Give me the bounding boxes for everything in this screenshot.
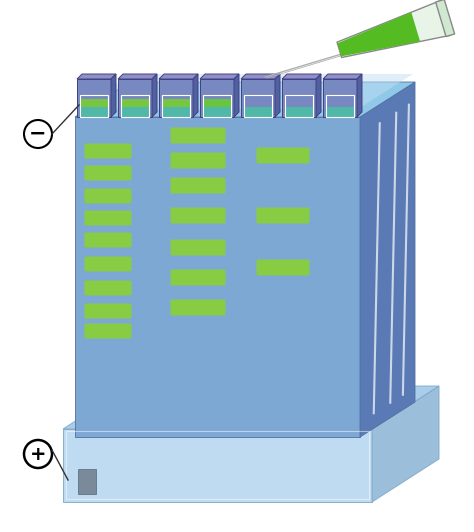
FancyBboxPatch shape: [171, 270, 226, 286]
Polygon shape: [203, 99, 231, 107]
Polygon shape: [118, 79, 152, 117]
FancyBboxPatch shape: [84, 303, 131, 319]
Polygon shape: [323, 74, 362, 79]
Polygon shape: [200, 79, 234, 117]
Circle shape: [24, 120, 52, 148]
Polygon shape: [159, 74, 198, 79]
Polygon shape: [241, 74, 280, 79]
Polygon shape: [63, 429, 372, 502]
Polygon shape: [326, 107, 354, 117]
Polygon shape: [323, 79, 357, 117]
Polygon shape: [200, 74, 239, 79]
Polygon shape: [162, 107, 190, 117]
Polygon shape: [241, 79, 275, 117]
Polygon shape: [203, 107, 231, 117]
Polygon shape: [285, 107, 313, 117]
Polygon shape: [121, 107, 149, 117]
Polygon shape: [372, 386, 439, 502]
Polygon shape: [118, 74, 157, 79]
FancyBboxPatch shape: [84, 232, 131, 247]
Polygon shape: [111, 74, 116, 117]
FancyBboxPatch shape: [84, 165, 131, 180]
Polygon shape: [80, 99, 108, 107]
Polygon shape: [77, 79, 111, 117]
Polygon shape: [121, 99, 149, 107]
Polygon shape: [77, 74, 116, 79]
Polygon shape: [159, 79, 193, 117]
Polygon shape: [275, 74, 280, 117]
Text: +: +: [30, 445, 46, 463]
Polygon shape: [357, 74, 362, 117]
Polygon shape: [152, 74, 157, 117]
Polygon shape: [75, 117, 360, 437]
Polygon shape: [234, 74, 239, 117]
Polygon shape: [77, 74, 413, 109]
FancyBboxPatch shape: [171, 300, 226, 315]
Polygon shape: [193, 74, 198, 117]
Polygon shape: [162, 99, 190, 107]
FancyBboxPatch shape: [256, 260, 310, 276]
FancyBboxPatch shape: [84, 144, 131, 159]
Text: −: −: [29, 124, 47, 144]
Polygon shape: [75, 82, 415, 117]
Polygon shape: [80, 107, 108, 117]
FancyBboxPatch shape: [256, 147, 310, 163]
FancyBboxPatch shape: [171, 153, 226, 169]
Polygon shape: [63, 386, 439, 429]
Polygon shape: [436, 0, 455, 37]
FancyBboxPatch shape: [84, 188, 131, 204]
Polygon shape: [337, 12, 420, 56]
FancyBboxPatch shape: [84, 211, 131, 226]
FancyBboxPatch shape: [171, 128, 226, 144]
Circle shape: [24, 440, 52, 468]
FancyBboxPatch shape: [171, 178, 226, 194]
Polygon shape: [337, 1, 450, 57]
Polygon shape: [360, 82, 415, 437]
FancyBboxPatch shape: [171, 207, 226, 223]
FancyBboxPatch shape: [84, 256, 131, 271]
Polygon shape: [244, 107, 272, 117]
FancyBboxPatch shape: [256, 207, 310, 223]
FancyBboxPatch shape: [171, 239, 226, 255]
Polygon shape: [78, 469, 96, 494]
Polygon shape: [282, 79, 316, 117]
FancyBboxPatch shape: [84, 323, 131, 338]
FancyBboxPatch shape: [84, 280, 131, 295]
Polygon shape: [282, 74, 321, 79]
Polygon shape: [316, 74, 321, 117]
